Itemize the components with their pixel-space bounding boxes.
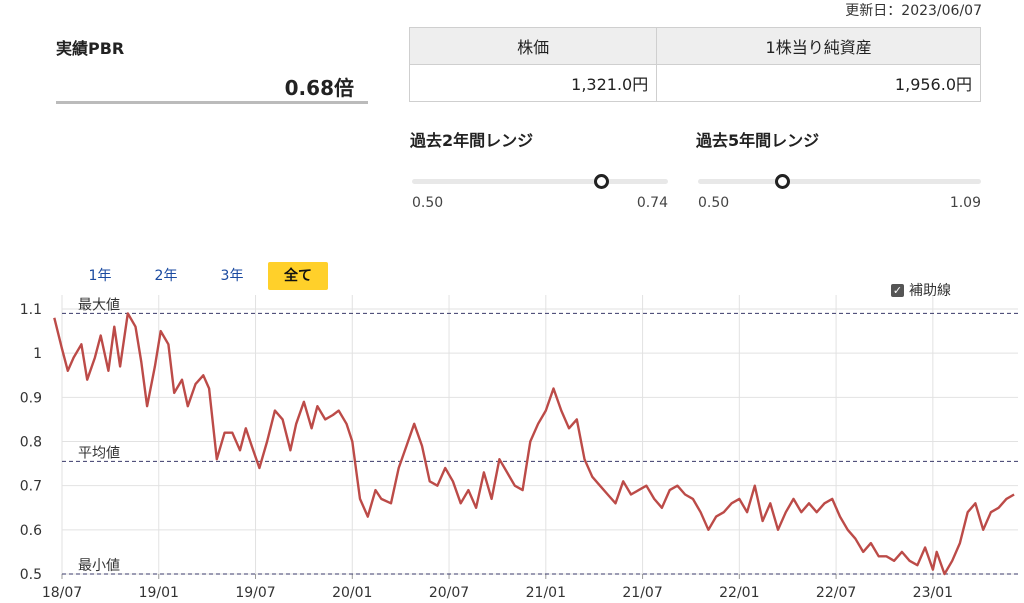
y-tick-label: 0.6 — [20, 523, 42, 539]
price-table-header-row: 株価 1株当り純資産 — [408, 27, 981, 65]
range-5year-min: 0.50 — [698, 195, 730, 211]
x-tick-label: 21/07 — [622, 585, 662, 601]
auxiliary-lines-checkbox[interactable]: ✓ — [891, 283, 904, 297]
book-value-header: 1株当り純資産 — [656, 27, 981, 65]
range-2year-min: 0.50 — [412, 195, 444, 211]
y-tick-label: 0.8 — [20, 435, 42, 451]
x-tick-label: 22/01 — [719, 585, 759, 601]
book-value-value: 1,956.0円 — [656, 64, 981, 102]
tab-1year[interactable]: 1年 — [88, 268, 112, 284]
stock-price-header: 株価 — [408, 27, 658, 65]
chart-x-axis: 18/07 19/01 19/07 20/01 20/07 21/01 21/07 22/01… — [42, 585, 953, 601]
tab-2year[interactable]: 2年 — [154, 268, 178, 284]
range-2year-max: 0.74 — [636, 195, 668, 211]
range-2year-marker — [593, 174, 609, 189]
x-tick-label: 22/07 — [816, 585, 856, 601]
chart-series — [53, 312, 1015, 576]
updated-date: 更新日：2023/06/07 — [845, 3, 982, 19]
price-table-value-row: 1,321.0円 1,956.0円 — [408, 64, 981, 102]
pbr-title: 実績PBR — [56, 39, 125, 58]
y-tick-label: 1.1 — [20, 302, 42, 318]
range-5year-marker — [774, 174, 790, 189]
stock-price-value: 1,321.0円 — [408, 64, 658, 102]
reference-line-label: 最大値 — [78, 297, 120, 313]
auxiliary-lines-label: 補助線 — [909, 283, 951, 299]
x-tick-label: 18/07 — [42, 585, 82, 601]
x-tick-label: 19/07 — [235, 585, 275, 601]
x-tick-label: 21/01 — [526, 585, 566, 601]
x-tick-label: 20/07 — [429, 585, 469, 601]
range-5year-title: 過去5年間レンジ — [696, 131, 820, 150]
pbr-series-line — [53, 312, 1015, 576]
x-tick-label: 23/01 — [913, 585, 953, 601]
tab-3year[interactable]: 3年 — [220, 268, 244, 284]
tab-all[interactable]: 全て — [268, 262, 328, 290]
range-5year-track — [698, 179, 981, 184]
reference-line-label: 平均値 — [78, 445, 120, 461]
y-tick-label: 0.9 — [20, 390, 42, 406]
x-tick-label: 19/01 — [139, 585, 179, 601]
auxiliary-lines-toggle[interactable]: ✓ 補助線 — [891, 280, 951, 300]
price-table: 株価 1株当り純資産 1,321.0円 1,956.0円 — [408, 27, 981, 102]
pbr-value: 0.68倍 — [284, 76, 354, 100]
range-2year-track — [412, 179, 668, 184]
chart-y-axis: 0.5 0.6 0.7 0.8 0.9 1 1.1 — [20, 302, 42, 583]
reference-line-label: 最小値 — [78, 558, 120, 574]
y-tick-label: 0.5 — [20, 567, 42, 583]
chart-grid — [61, 295, 1018, 579]
range-5year-max: 1.09 — [949, 195, 981, 211]
y-tick-label: 0.7 — [20, 479, 42, 495]
pbr-divider — [56, 101, 368, 104]
y-tick-label: 1 — [33, 346, 42, 362]
x-tick-label: 20/01 — [332, 585, 372, 601]
range-2year-title: 過去2年間レンジ — [410, 131, 534, 150]
